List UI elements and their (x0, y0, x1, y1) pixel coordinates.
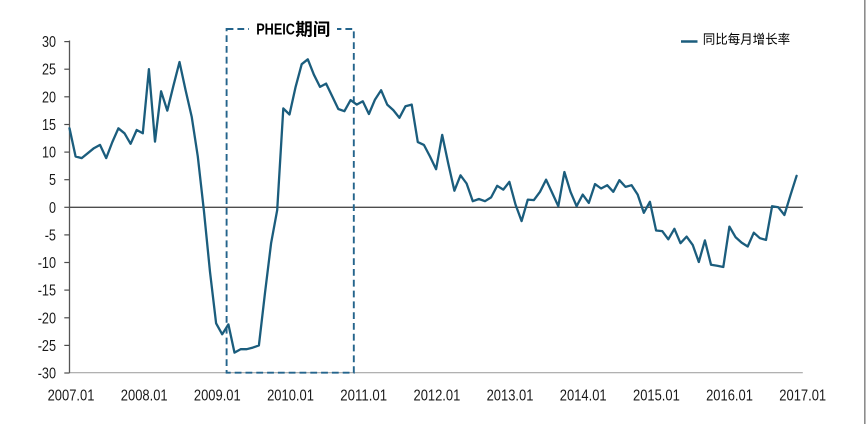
svg-text:2015.01: 2015.01 (633, 387, 680, 404)
svg-text:-10: -10 (38, 255, 56, 272)
svg-text:10: 10 (42, 145, 56, 162)
svg-text:20: 20 (42, 89, 56, 106)
svg-text:-25: -25 (38, 338, 56, 355)
svg-text:PHEIC: PHEIC (256, 22, 295, 39)
svg-text:2009.01: 2009.01 (194, 387, 241, 404)
svg-text:2016.01: 2016.01 (706, 387, 753, 404)
svg-text:0: 0 (49, 200, 56, 217)
svg-text:30: 30 (42, 34, 56, 51)
svg-text:2008.01: 2008.01 (121, 387, 168, 404)
svg-text:25: 25 (42, 62, 56, 79)
svg-text:2007.01: 2007.01 (48, 387, 95, 404)
svg-text:-5: -5 (45, 227, 56, 244)
svg-text:2011.01: 2011.01 (340, 387, 387, 404)
svg-text:2014.01: 2014.01 (560, 387, 607, 404)
svg-text:2012.01: 2012.01 (414, 387, 461, 404)
svg-text:5: 5 (49, 172, 56, 189)
svg-text:-20: -20 (38, 310, 56, 327)
svg-text:2013.01: 2013.01 (487, 387, 534, 404)
svg-text:2017.01: 2017.01 (779, 387, 826, 404)
svg-text:2010.01: 2010.01 (267, 387, 314, 404)
svg-text:-15: -15 (38, 283, 56, 300)
svg-text:15: 15 (42, 117, 56, 134)
svg-text:-30: -30 (38, 366, 56, 383)
